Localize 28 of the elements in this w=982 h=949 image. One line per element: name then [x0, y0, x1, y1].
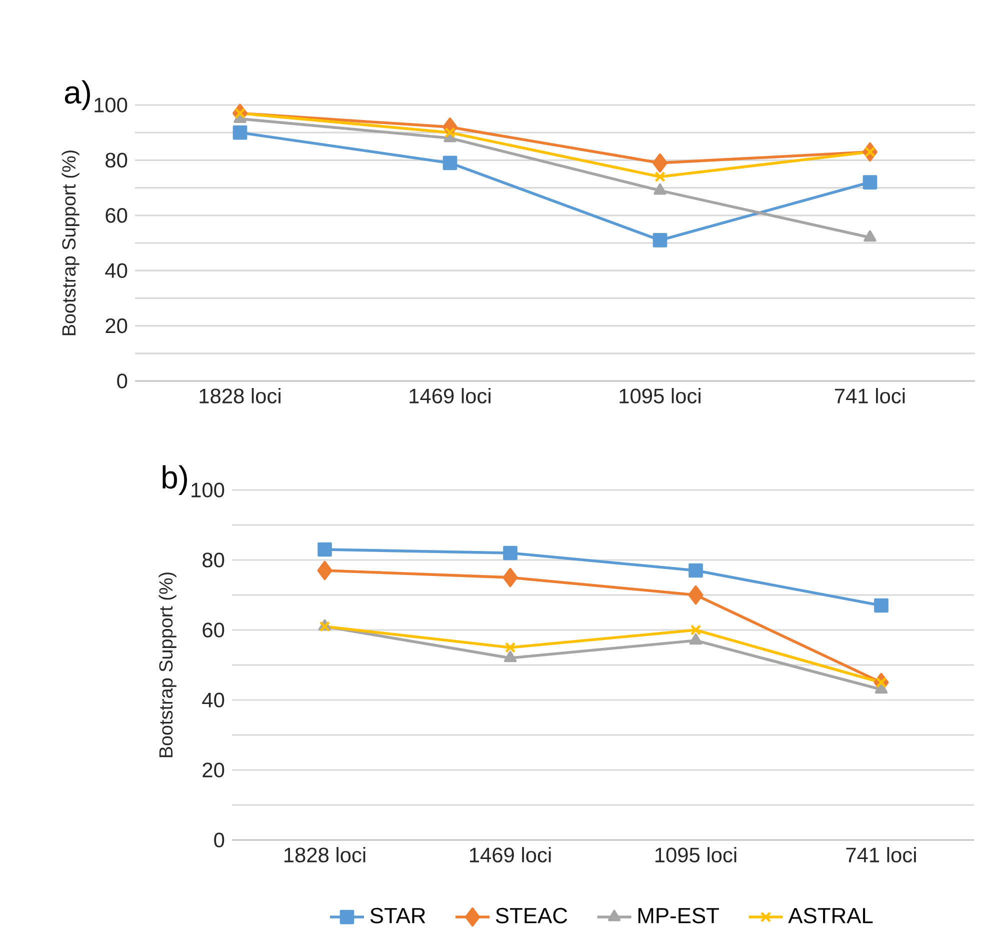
- y-tick-label: 20: [106, 318, 128, 334]
- chart-title: a): [64, 80, 90, 110]
- y-tick-label: 40: [202, 692, 224, 708]
- y-axis-title: Bootstrap Support (%): [158, 572, 176, 758]
- y-tick-label: 80: [106, 152, 128, 168]
- y-tick-label: 0: [214, 832, 224, 848]
- y-tick-label: 60: [106, 208, 128, 223]
- legend-label: STAR: [370, 908, 426, 924]
- y-tick-label: 100: [192, 482, 224, 498]
- x-tick-label: 1095 loci: [655, 847, 736, 862]
- y-tick-label: 0: [117, 374, 128, 388]
- x-tick-label: 1469 loci: [410, 388, 490, 404]
- y-tick-label: 20: [202, 762, 224, 778]
- y-axis-title: Bootstrap Support (%): [62, 150, 80, 336]
- y-tick-label: 60: [202, 622, 224, 638]
- x-tick-label: 1469 loci: [470, 847, 551, 862]
- y-tick-label: 40: [105, 263, 128, 278]
- legend-label: STEAC: [496, 908, 568, 924]
- y-tick-label: 100: [94, 98, 128, 112]
- x-tick-label: 1828 loci: [284, 847, 366, 862]
- legend-label: MP-EST: [638, 908, 719, 924]
- x-tick-label: 741 loci: [846, 847, 916, 862]
- x-tick-label: 741 loci: [835, 388, 905, 404]
- x-tick-label: 1095 loci: [620, 388, 700, 404]
- y-tick-label: 80: [202, 552, 224, 568]
- legend-label: ASTRAL: [788, 908, 873, 924]
- x-tick-label: 1828 loci: [200, 388, 280, 404]
- chart-title: b): [162, 465, 187, 495]
